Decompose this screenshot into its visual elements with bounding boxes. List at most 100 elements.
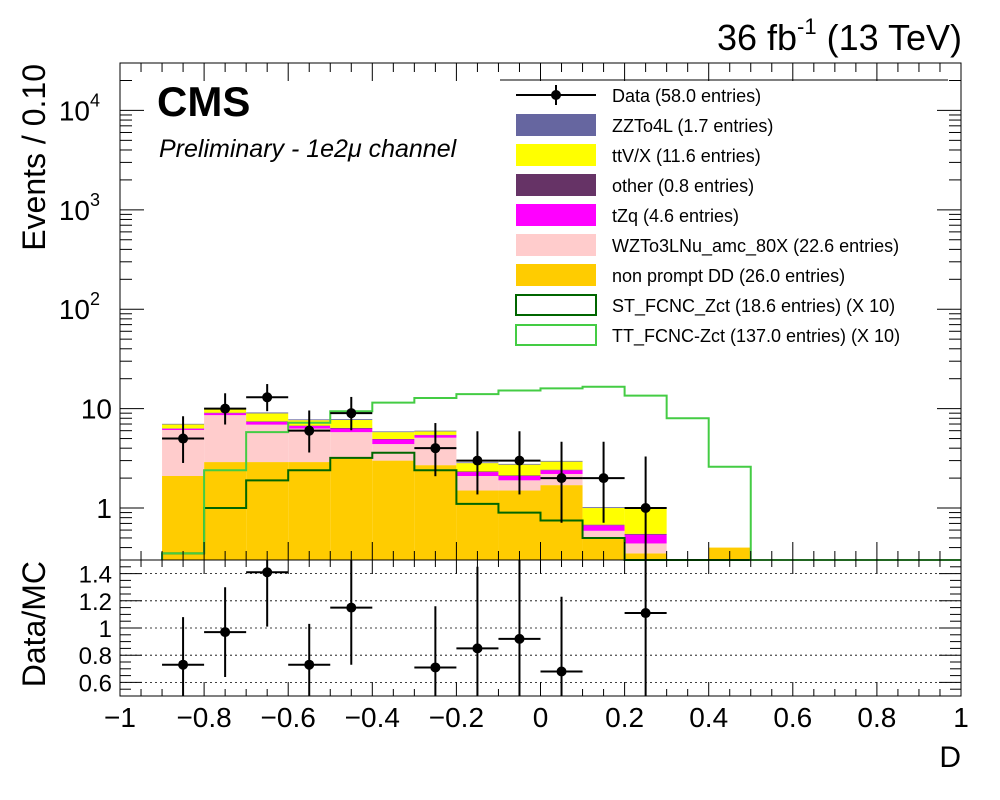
ratio-point <box>330 560 373 665</box>
x-tick-label: 0.4 <box>689 702 728 733</box>
x-tick-label: −0.4 <box>345 702 400 733</box>
ratio-y-tick-label: 1.4 <box>79 562 112 589</box>
legend-item: ttV/X (11.6 entries) <box>516 144 761 166</box>
ratio-marker <box>178 659 189 670</box>
stack-bar <box>372 431 415 433</box>
legend-label: ttV/X (11.6 entries) <box>612 146 761 166</box>
legend-label: TT_FCNC-Zct (137.0 entries) (X 10) <box>612 326 900 347</box>
x-tick-label: −0.8 <box>176 702 231 733</box>
stack-bar <box>372 439 415 445</box>
ratio-points <box>162 560 667 696</box>
x-tick-label: 1 <box>953 702 969 733</box>
data-marker <box>220 403 231 414</box>
ratio-y-tick-label: 0.6 <box>79 670 112 697</box>
lumi-label: 36 fb-1 (13 TeV) <box>717 14 962 58</box>
stack-bar <box>288 462 331 560</box>
ratio-marker <box>556 666 567 677</box>
y-tick-label: 103 <box>59 190 100 226</box>
ratio-y-tick-label: 0.8 <box>79 643 112 670</box>
ratio-point <box>624 560 667 696</box>
data-marker <box>556 473 567 484</box>
legend: Data (58.0 entries) ZZTo4L (1.7 entries) t… <box>500 79 948 347</box>
main-axes: 1 10 102 103 104 <box>59 62 962 561</box>
signal-line-1 <box>161 385 961 561</box>
data-marker <box>640 503 651 514</box>
data-point <box>456 431 499 495</box>
ratio-marker <box>304 659 315 670</box>
x-tick-label: 0.6 <box>773 702 812 733</box>
y-tick-label: 102 <box>59 289 100 325</box>
legend-swatch <box>516 234 596 256</box>
data-point <box>498 431 541 495</box>
ratio-grid <box>120 573 961 683</box>
ratio-point <box>540 596 583 696</box>
ratio-panel: −1 −0.8 −0.6 −0.4 −0.2 0 0.2 0.4 0.6 0.8 10.60.811… <box>16 559 969 774</box>
legend-item: TT_FCNC-Zct (137.0 entries) (X 10) <box>515 324 900 347</box>
cms-label: CMS <box>157 78 250 125</box>
legend-swatch <box>516 144 596 166</box>
y-tick-label: 1 <box>96 493 112 524</box>
ratio-point <box>456 566 499 696</box>
legend-item: ST_FCNC_Zct (18.6 entries) (X 10) <box>515 294 895 317</box>
x-tick-label: −0.6 <box>261 702 316 733</box>
legend-item: Data (58.0 entries) <box>516 85 761 106</box>
channel-label: Preliminary - 1e2μ channel <box>159 135 458 163</box>
stack-bar <box>330 428 373 433</box>
stack-bar <box>204 462 247 560</box>
ratio-marker <box>262 567 273 578</box>
legend-label: Data (58.0 entries) <box>612 86 761 106</box>
stack-bar <box>498 490 541 560</box>
ratio-point <box>414 606 457 696</box>
stack-bar <box>372 460 415 560</box>
data-marker <box>346 408 357 419</box>
legend-item: ZZTo4L (1.7 entries) <box>516 114 773 136</box>
ratio-marker <box>220 627 231 638</box>
stack-bar <box>582 525 625 531</box>
data-marker <box>598 473 609 484</box>
data-point <box>540 441 583 523</box>
ratio-point <box>498 560 541 696</box>
ratio-axes: −1 −0.8 −0.6 −0.4 −0.2 0 0.2 0.4 0.6 0.8 10.60.811… <box>79 559 969 733</box>
legend-swatch <box>516 204 596 226</box>
data-point <box>330 396 373 431</box>
legend-item: tZq (4.6 entries) <box>516 204 739 226</box>
ratio-point <box>162 617 205 696</box>
stack-bar <box>414 465 457 560</box>
legend-line-swatch <box>515 294 597 316</box>
legend-swatch <box>516 264 596 286</box>
legend-swatch <box>516 114 596 136</box>
data-marker <box>178 433 189 444</box>
ratio-marker <box>640 608 651 619</box>
legend-label: ST_FCNC_Zct (18.6 entries) (X 10) <box>612 296 895 317</box>
stack-bar <box>582 530 625 538</box>
data-marker <box>472 455 483 466</box>
x-tick-label: −1 <box>104 702 136 733</box>
main-y-axis-label: Events / 0.10 <box>16 64 52 251</box>
stack-bar <box>246 421 289 425</box>
legend-label: tZq (4.6 entries) <box>612 206 739 226</box>
stack-bar <box>246 413 289 422</box>
main-panel: 1 10 102 103 104 Events / 0.10 CMS Prelimina… <box>16 62 962 561</box>
legend-label: other (0.8 entries) <box>612 176 754 196</box>
stack-bar <box>246 462 289 560</box>
legend-line-swatch <box>515 324 597 346</box>
legend-label: ZZTo4L (1.7 entries) <box>612 116 773 136</box>
data-marker <box>262 392 273 403</box>
x-tick-label: 0 <box>533 702 549 733</box>
stack-bar <box>330 457 373 560</box>
legend-label: WZTo3LNu_amc_80X (22.6 entries) <box>612 236 899 257</box>
stack-component-0 <box>162 457 751 560</box>
legend-marker <box>551 90 561 100</box>
ratio-point <box>204 587 247 677</box>
stack-bar <box>582 537 625 560</box>
stack-bar <box>246 412 289 414</box>
legend-item: other (0.8 entries) <box>516 174 754 196</box>
x-tick-label: 0.8 <box>857 702 896 733</box>
legend-item: non prompt DD (26.0 entries) <box>516 264 845 286</box>
legend-swatch <box>516 174 596 196</box>
data-point <box>582 441 625 523</box>
stack-bar <box>456 490 499 560</box>
ratio-y-axis-label: Data/MC <box>16 561 52 687</box>
data-point <box>414 423 457 477</box>
